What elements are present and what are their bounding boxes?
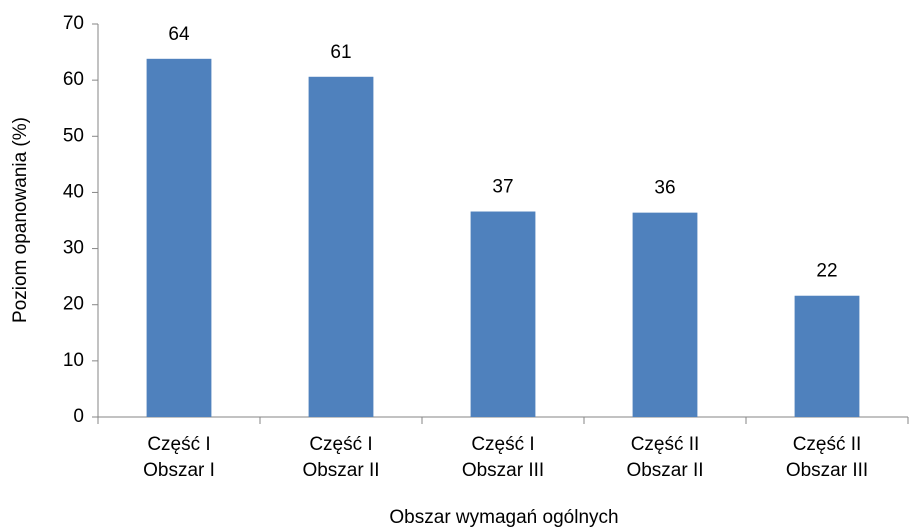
- y-tick-label: 20: [63, 294, 84, 315]
- x-tick-label: Obszar III: [462, 460, 544, 481]
- data-label: 64: [168, 24, 190, 45]
- x-tick-label: Obszar II: [302, 460, 379, 481]
- y-tick-label: 30: [63, 238, 84, 259]
- x-tick-label: Część I: [309, 434, 372, 455]
- bar: [470, 211, 536, 417]
- bar: [146, 58, 212, 418]
- data-label: 37: [492, 177, 513, 198]
- x-tick-label: Część II: [793, 434, 862, 455]
- x-axis-label: Obszar wymagań ogólnych: [389, 507, 618, 528]
- data-label: 22: [816, 261, 837, 282]
- y-tick-label: 60: [63, 69, 84, 90]
- x-tick-label: Część II: [631, 434, 700, 455]
- bar: [794, 295, 860, 417]
- x-tick-label: Obszar III: [786, 460, 868, 481]
- y-axis-label: Poziom opanowania (%): [10, 117, 31, 323]
- y-tick-label: 70: [63, 13, 84, 34]
- bar: [632, 212, 698, 417]
- data-label: 36: [654, 178, 675, 199]
- y-tick-label: 40: [63, 181, 84, 202]
- bar: [308, 76, 374, 417]
- x-tick-label: Obszar II: [626, 460, 703, 481]
- x-tick-label: Obszar I: [143, 460, 215, 481]
- y-tick-label: 0: [73, 406, 84, 427]
- y-tick-label: 10: [63, 350, 84, 371]
- x-tick-label: Część I: [147, 434, 210, 455]
- data-label: 61: [330, 42, 351, 63]
- x-tick-label: Część I: [471, 434, 534, 455]
- y-tick-label: 50: [63, 125, 84, 146]
